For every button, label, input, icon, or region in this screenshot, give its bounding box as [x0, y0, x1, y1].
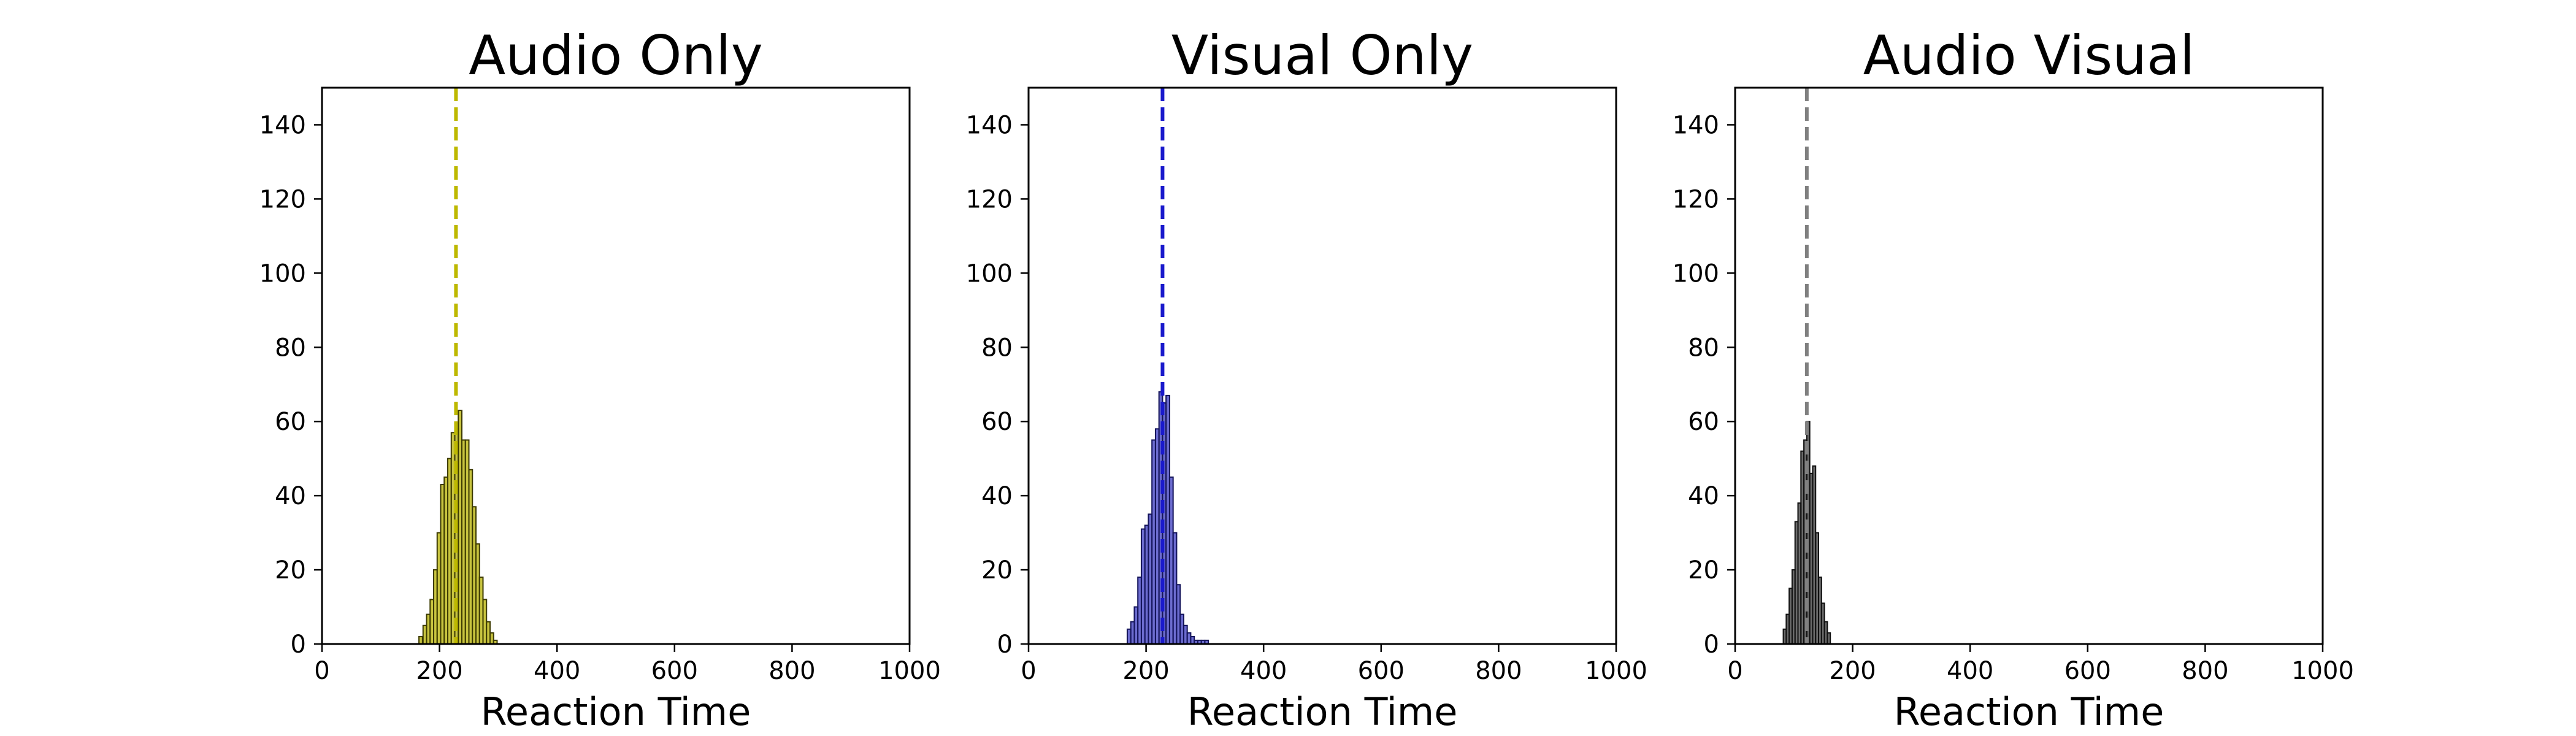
audio-visual-title: Audio Visual: [1863, 24, 2195, 87]
visual-only-title: Visual Only: [1171, 24, 1473, 87]
audio-only-axes-frame: [321, 86, 911, 645]
audio-only-x-tick-label: 800: [769, 657, 815, 685]
audio-visual-y-tick-label: 20: [1688, 556, 1719, 585]
audio-visual-y-tick-label: 80: [1688, 334, 1719, 362]
audio-visual-x-tick-label: 200: [1829, 657, 1876, 685]
audio-only-x-tick-label: 0: [314, 657, 329, 685]
audio-visual-x-tick-label: 600: [2064, 657, 2111, 685]
audio-only-y-tick-label: 0: [291, 631, 306, 659]
audio-visual-bar: [1827, 632, 1831, 645]
visual-only-y-tick-label: 20: [981, 556, 1013, 585]
visual-only-x-tick-label: 400: [1240, 657, 1287, 685]
audio-visual-y-tick-label: 0: [1704, 631, 1719, 659]
audio-visual-y-tick-label: 40: [1688, 482, 1719, 510]
audio-only-x-tick-label: 200: [416, 657, 462, 685]
audio-only-y-tick-label: 40: [275, 482, 306, 510]
audio-only-y-tick-label: 20: [275, 556, 306, 585]
visual-only-y-tick-label: 100: [966, 259, 1013, 288]
audio-only-bar: [418, 635, 423, 645]
audio-only-title: Audio Only: [469, 24, 763, 87]
visual-only-y-tick-label: 120: [966, 185, 1013, 213]
visual-only-x-label: Reaction Time: [1187, 689, 1458, 734]
audio-visual-y-tick-label: 100: [1673, 259, 1719, 288]
visual-only-panel: 0 200 400 600 800 1000 0 20 40 60 80 100 120 140 Visua…: [966, 24, 1647, 734]
visual-only-x-tick-label: 0: [1021, 657, 1036, 685]
audio-visual-x-tick-label: 0: [1727, 657, 1742, 685]
audio-visual-axes-frame: [1734, 86, 2324, 645]
audio-only-y-tick-label: 80: [275, 334, 306, 362]
visual-only-axes-frame: [1027, 86, 1617, 645]
visual-only-x-tick-label: 200: [1122, 657, 1169, 685]
audio-visual-y-tick-label: 60: [1688, 408, 1719, 436]
audio-visual-x-tick-label: 1000: [2291, 657, 2354, 685]
audio-visual-x-tick-label: 800: [2182, 657, 2228, 685]
audio-visual-y-tick-label: 140: [1673, 111, 1719, 139]
visual-only-x-tick-label: 1000: [1585, 657, 1647, 685]
audio-only-x-tick-label: 600: [651, 657, 698, 685]
visual-only-y-tick-label: 60: [981, 408, 1013, 436]
audio-visual-y-tick-label: 120: [1673, 185, 1719, 213]
audio-only-y-tick-label: 120: [259, 185, 306, 213]
audio-only-x-tick-label: 1000: [878, 657, 941, 685]
visual-only-y-tick-label: 40: [981, 482, 1013, 510]
visual-only-x-tick-label: 600: [1358, 657, 1405, 685]
audio-only-y-tick-label: 100: [259, 259, 306, 288]
audio-only-panel: 0 200 400 600 800 1000 0 20 40 60 80 100 120 140 Audio…: [259, 24, 941, 734]
audio-only-y-tick-label: 60: [275, 408, 306, 436]
visual-only-x-tick-label: 800: [1475, 657, 1522, 685]
visual-only-y-tick-label: 80: [981, 334, 1013, 362]
audio-only-x-tick-label: 400: [534, 657, 580, 685]
audio-visual-x-label: Reaction Time: [1894, 689, 2164, 734]
visual-only-y-tick-label: 0: [997, 631, 1013, 659]
audio-visual-x-tick-label: 400: [1947, 657, 1993, 685]
audio-visual-panel: 0 200 400 600 800 1000 0 20 40 60 80 100 120 140 Audio…: [1673, 24, 2354, 734]
audio-only-y-tick-label: 140: [259, 111, 306, 139]
audio-only-x-label: Reaction Time: [481, 689, 751, 734]
visual-only-y-tick-label: 140: [966, 111, 1013, 139]
